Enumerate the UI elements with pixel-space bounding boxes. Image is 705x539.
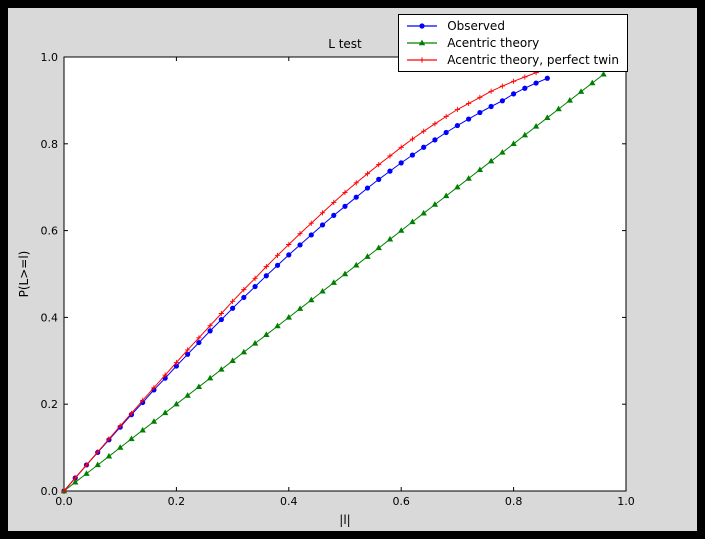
plot-figure: 0.0 0.2 0.4 0.6 0.8 1.0 0.0 0.2 0.4 0.6 0.8 1.0 L t… bbox=[8, 8, 697, 531]
circle-marker bbox=[488, 103, 494, 110]
circle-marker bbox=[466, 116, 472, 122]
x-tick-label: 0.8 bbox=[505, 495, 523, 508]
plus-marker-icon bbox=[419, 57, 425, 63]
legend-line-sample-circle bbox=[407, 23, 438, 29]
x-axis-label: |l| bbox=[339, 513, 351, 527]
circle-marker bbox=[218, 316, 224, 323]
x-tick-label: 0.2 bbox=[168, 495, 186, 508]
y-tick-label: 0.0 bbox=[41, 485, 59, 498]
y-tick-label: 0.6 bbox=[41, 225, 59, 238]
circle-marker bbox=[398, 160, 404, 166]
circle-marker bbox=[185, 351, 191, 357]
circle-marker bbox=[522, 85, 528, 91]
circle-marker bbox=[331, 212, 337, 219]
legend: Observed Acentric theory Acentric theory, … bbox=[398, 14, 628, 72]
legend-entry: Observed bbox=[405, 19, 619, 33]
triangle-marker-icon bbox=[419, 39, 426, 46]
legend-entry: Acentric theory, perfect twin bbox=[405, 53, 619, 67]
x-tick-label: 1.0 bbox=[617, 495, 635, 508]
circle-marker bbox=[376, 176, 382, 182]
circle-marker bbox=[443, 129, 449, 136]
y-tick-label: 0.8 bbox=[41, 138, 59, 151]
circle-marker bbox=[477, 109, 483, 116]
circle-marker bbox=[533, 80, 539, 86]
y-tick-label: 0.4 bbox=[41, 311, 59, 324]
x-tick-label: 0.4 bbox=[280, 495, 298, 508]
circle-marker bbox=[297, 242, 303, 248]
circle-marker bbox=[207, 328, 213, 334]
circle-marker bbox=[274, 262, 281, 268]
circle-marker bbox=[196, 339, 202, 346]
x-tick-label: 0.0 bbox=[55, 495, 73, 508]
legend-label: Acentric theory bbox=[447, 36, 540, 50]
circle-marker bbox=[499, 98, 505, 104]
circle-marker bbox=[319, 222, 326, 228]
x-tick-label: 0.6 bbox=[392, 495, 410, 508]
circle-marker bbox=[409, 152, 416, 158]
legend-label: Observed bbox=[447, 19, 505, 33]
circle-marker bbox=[432, 137, 438, 143]
circle-marker-icon bbox=[419, 23, 425, 29]
circle-marker bbox=[252, 283, 258, 290]
y-tick-label: 0.2 bbox=[41, 398, 59, 411]
legend-line-sample-plus bbox=[407, 57, 438, 63]
legend-entry: Acentric theory bbox=[405, 36, 619, 50]
legend-line-sample-triangle bbox=[407, 39, 438, 46]
circle-marker bbox=[364, 185, 371, 191]
circle-marker bbox=[308, 232, 314, 238]
circle-marker bbox=[230, 305, 236, 311]
legend-label: Acentric theory, perfect twin bbox=[447, 53, 619, 67]
circle-marker bbox=[544, 75, 550, 81]
y-tick-label: 1.0 bbox=[41, 51, 59, 64]
triangle-markers bbox=[60, 70, 607, 494]
plot-canvas: 0.0 0.2 0.4 0.6 0.8 1.0 0.0 0.2 0.4 0.6 0.8 1.0 bbox=[41, 51, 635, 508]
chart-title: L test bbox=[328, 37, 362, 51]
circle-marker bbox=[511, 91, 517, 97]
circle-marker bbox=[241, 294, 247, 301]
circle-marker bbox=[454, 122, 460, 129]
circle-marker bbox=[342, 203, 348, 209]
y-axis-label: P(L>=l) bbox=[17, 250, 31, 298]
circle-marker bbox=[421, 144, 427, 150]
circle-marker bbox=[387, 168, 393, 174]
circle-marker bbox=[286, 252, 292, 258]
circle-marker bbox=[263, 273, 269, 279]
circle-marker bbox=[353, 194, 359, 200]
